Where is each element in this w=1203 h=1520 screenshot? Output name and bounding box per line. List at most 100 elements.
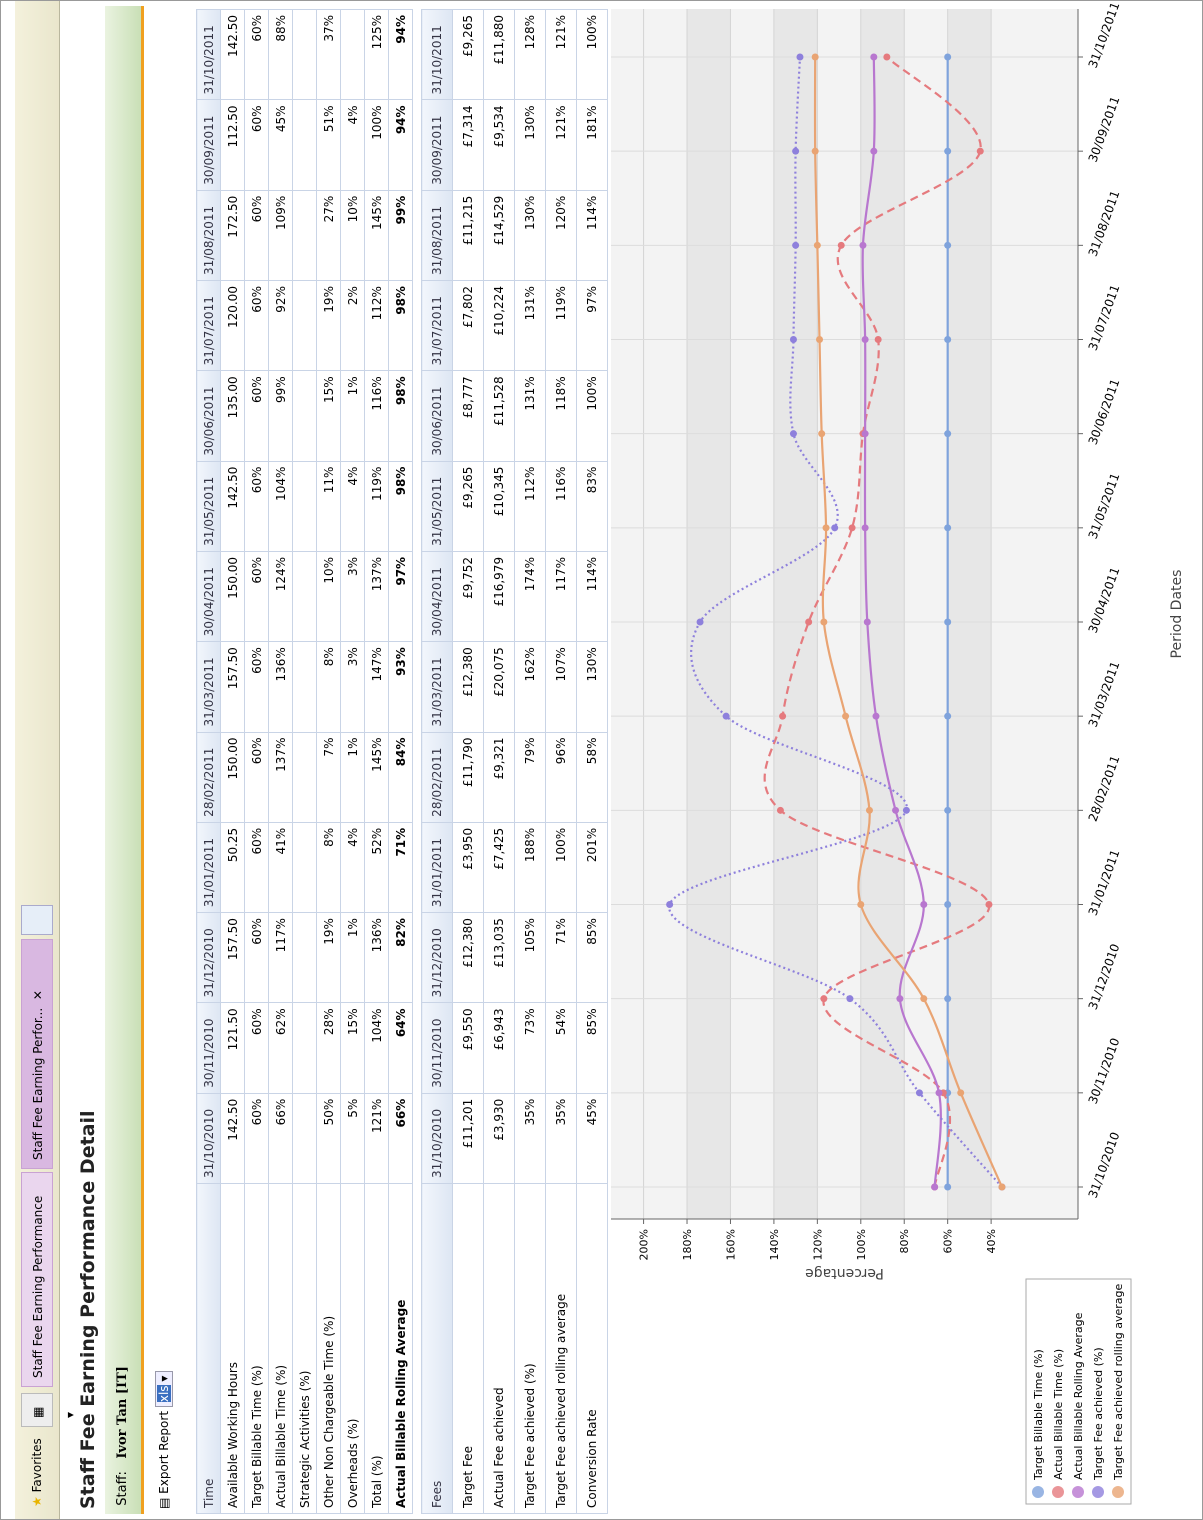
cell	[292, 732, 317, 823]
cell: £11,215	[452, 190, 484, 281]
header-cell: 28/02/2011	[421, 732, 453, 823]
header-row: Fees 31/10/2010 30/11/2010 31/12/2010 31/01/…	[421, 9, 453, 1514]
tab-active[interactable]: Staff Fee Earning Perfor... ✕	[21, 939, 53, 1169]
cell: 60%	[244, 732, 269, 823]
point	[861, 336, 869, 343]
header-cell: 31/10/2011	[196, 9, 221, 100]
point	[998, 1183, 1006, 1191]
y-tick-label: 160%	[724, 1229, 737, 1260]
cell	[292, 822, 317, 913]
header-cell: 30/09/2011	[421, 99, 453, 191]
cell: 52%	[364, 822, 389, 913]
cell: 157.50	[220, 912, 245, 1003]
point	[820, 618, 828, 626]
cell: 150.00	[220, 551, 245, 642]
band	[860, 9, 905, 1219]
tab[interactable]: Staff Fee Earning Performance	[21, 1172, 53, 1387]
cell: 66%	[388, 1093, 413, 1184]
cell: 121%	[545, 9, 577, 100]
legend-label: Target Billable Time (%)	[1032, 1349, 1045, 1481]
point	[837, 241, 845, 249]
cell: 45%	[268, 99, 293, 191]
point	[861, 430, 869, 438]
point	[944, 618, 952, 626]
cell: 35%	[545, 1093, 577, 1184]
cell: 5%	[340, 1093, 365, 1184]
point	[863, 618, 871, 626]
cell: 96%	[545, 732, 577, 823]
row-label: Total (%)	[364, 1183, 389, 1514]
cell: £3,930	[483, 1093, 515, 1184]
header-cell: 31/03/2011	[196, 641, 221, 733]
row-label: Target Fee achieved (%)	[514, 1183, 546, 1514]
point	[896, 995, 904, 1003]
point	[944, 147, 952, 155]
cell: 130%	[514, 190, 546, 281]
y-tick-label: 60%	[942, 1229, 955, 1253]
cell: 107%	[545, 641, 577, 733]
cell: 4%	[340, 822, 365, 913]
cell: 60%	[244, 641, 269, 733]
header-cell: 31/10/2011	[421, 9, 453, 100]
fees-table: Fees 31/10/2010 30/11/2010 31/12/2010 31/01/…	[421, 9, 608, 1514]
tab-menu[interactable]: ▦ ▾	[21, 1393, 77, 1427]
row: Actual Billable Time (%) 66% 62% 117% 41% 137…	[268, 9, 293, 1514]
point	[831, 524, 839, 532]
cell: £9,265	[452, 461, 484, 552]
row-label: Other Non Chargeable Time (%)	[316, 1183, 341, 1514]
cell: 99%	[388, 190, 413, 281]
row-label: Strategic Activities (%)	[292, 1183, 317, 1514]
header-cell: 31/07/2011	[196, 280, 221, 371]
legend-swatch	[1072, 1486, 1084, 1498]
row: Target Fee achieved rolling average 35% 54…	[545, 9, 577, 1514]
row-label: Actual Billable Time (%)	[268, 1183, 293, 1514]
cell: 19%	[316, 912, 341, 1003]
point	[870, 147, 878, 155]
point	[789, 336, 797, 343]
tab-label: Staff Fee Earning Perfor...	[31, 1007, 45, 1160]
new-tab[interactable]	[21, 905, 53, 935]
row: Actual Fee achieved £3,930 £6,943 £13,035 £7…	[483, 9, 515, 1514]
cell: 60%	[244, 280, 269, 371]
cell: £10,224	[483, 280, 515, 371]
header-cell: 30/04/2011	[421, 551, 453, 642]
row: Other Non Chargeable Time (%) 50% 28% 19% 8%…	[316, 9, 341, 1514]
point	[944, 901, 952, 908]
band	[687, 9, 731, 1219]
cell: 100%	[545, 822, 577, 913]
band	[947, 9, 992, 1219]
cell: 142.50	[220, 9, 245, 100]
point	[842, 712, 850, 720]
cell: 131%	[514, 280, 546, 371]
cell: 162%	[514, 641, 546, 733]
cell: 116%	[545, 461, 577, 552]
point	[792, 147, 800, 155]
cell: 94%	[388, 9, 413, 100]
cell: £12,380	[452, 912, 484, 1003]
legend-swatch	[1052, 1486, 1064, 1498]
point	[920, 995, 928, 1003]
cell: 73%	[514, 1002, 546, 1094]
cell: 60%	[244, 461, 269, 552]
cell: 145%	[364, 190, 389, 281]
row: Actual Billable Rolling Average 66% 64% 82%…	[388, 9, 413, 1514]
point	[811, 147, 819, 155]
export-label[interactable]: Export Report	[157, 1410, 171, 1494]
row: Target Billable Time (%) 60% 60% 60% 60% 60% 6…	[244, 9, 269, 1514]
y-tick-label: 100%	[855, 1229, 868, 1260]
cell: 15%	[340, 1002, 365, 1094]
format-select[interactable]: xls ▾	[155, 1370, 173, 1408]
cell: 50.25	[220, 822, 245, 913]
cell: 98%	[388, 461, 413, 552]
cell: 137%	[268, 732, 293, 823]
point	[813, 241, 821, 249]
point	[944, 524, 952, 532]
cell	[292, 190, 317, 281]
cell: 97%	[388, 551, 413, 642]
favorites[interactable]: ★ Favorites	[30, 1438, 44, 1507]
cell	[292, 641, 317, 733]
cell: 41%	[268, 822, 293, 913]
y-tick-label: 40%	[985, 1229, 998, 1253]
staff-label: Staff:	[115, 1471, 130, 1506]
cell: 120.00	[220, 280, 245, 371]
